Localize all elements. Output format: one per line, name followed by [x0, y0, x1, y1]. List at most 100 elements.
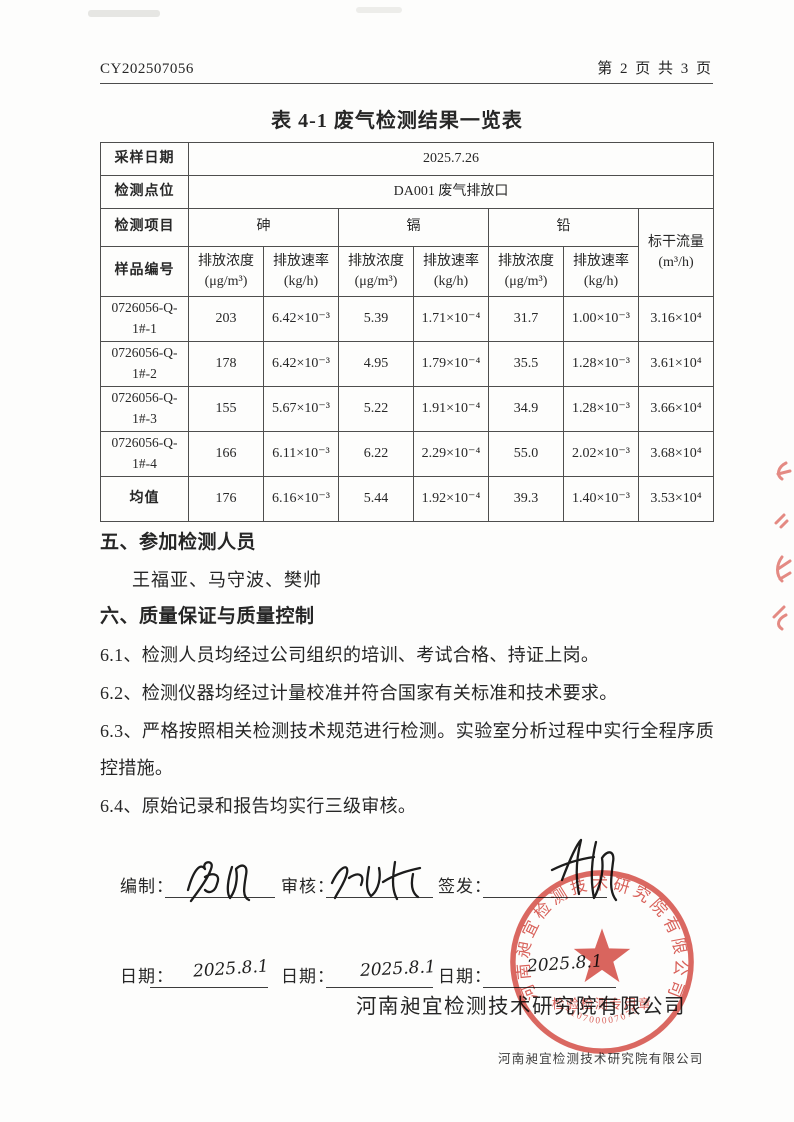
value-cell: 6.11×10⁻³	[263, 431, 339, 477]
seal-banner-text: 检验检测专用章	[552, 997, 652, 1012]
reviewer-label: 审核：	[281, 877, 335, 896]
results-table-wrap: 采样日期 2025.7.26 检测点位 DA001 废气排放口 检测项目 砷 镉…	[100, 142, 715, 522]
value-cell: 1.28×10⁻³	[563, 386, 639, 432]
table-row: 0726056-Q-1#-2 178 6.42×10⁻³ 4.95 1.79×1…	[100, 341, 715, 387]
company-seal-stamp: 河南昶宜检测技术研究院有限公司 检验检测专用章 410700007075	[510, 870, 694, 1054]
section-5-heading: 五、参加检测人员	[100, 532, 257, 553]
personnel-names: 王福亚、马守波、樊帅	[132, 570, 322, 590]
company-name-printed: 河南昶宜检测技术研究院有限公司	[356, 996, 686, 1018]
sample-id-cell: 0726056-Q-1#-4	[100, 431, 189, 477]
value-cell: 3.16×10⁴	[637, 296, 715, 342]
value-cell: 39.3	[488, 476, 564, 522]
value-cell: 6.42×10⁻³	[263, 341, 339, 387]
conc-header: 排放浓度 (μg/m³)	[188, 246, 264, 297]
param-arsenic: 砷	[188, 208, 339, 247]
reviewer-signature-line	[326, 897, 433, 898]
value-cell: 5.44	[338, 476, 414, 522]
value-cell: 4.95	[338, 341, 414, 387]
value-cell: 6.16×10⁻³	[263, 476, 339, 522]
value-cell: 176	[188, 476, 264, 522]
qc-item-4: 6.4、原始记录和报告均实行三级审核。	[100, 796, 417, 816]
value-cell: 3.68×10⁴	[637, 431, 715, 477]
page-number: 第 2 页 共 3 页	[597, 61, 713, 77]
sampling-date-value: 2025.7.26	[187, 142, 715, 176]
section-6-heading: 六、质量保证与质量控制	[100, 606, 315, 627]
results-table: 采样日期 2025.7.26 检测点位 DA001 废气排放口 检测项目 砷 镉…	[100, 142, 715, 522]
value-cell: 3.66×10⁴	[637, 386, 715, 432]
value-cell: 35.5	[488, 341, 564, 387]
value-cell: 203	[188, 296, 264, 342]
mean-label-cell: 均值	[100, 476, 189, 522]
sample-id-cell: 0726056-Q-1#-3	[100, 386, 189, 432]
sample-id-cell: 0726056-Q-1#-1	[100, 296, 189, 342]
value-cell: 2.29×10⁻⁴	[413, 431, 489, 477]
reviewer-signature-handwriting	[330, 860, 422, 901]
issuer-label: 签发：	[438, 877, 492, 896]
value-cell: 166	[188, 431, 264, 477]
scan-smudge	[88, 10, 160, 17]
point-value: DA001 废气排放口	[187, 175, 715, 209]
scan-smudge	[356, 7, 402, 13]
maker-label: 编制：	[120, 877, 174, 896]
value-cell: 1.71×10⁻⁴	[413, 296, 489, 342]
value-cell: 155	[188, 386, 264, 432]
conc-header: 排放浓度 (μg/m³)	[488, 246, 564, 297]
seal-star-icon	[573, 928, 631, 983]
table-row: 0726056-Q-1#-4 166 6.11×10⁻³ 6.22 2.29×1…	[100, 431, 715, 477]
rate-header: 排放速率 (kg/h)	[563, 246, 639, 297]
value-cell: 5.67×10⁻³	[263, 386, 339, 432]
maker-date-handwritten: 2025.8.1	[192, 956, 270, 982]
body-sections: 五、参加检测人员 王福亚、马守波、樊帅 六、质量保证与质量控制 6.1、检测人员…	[100, 524, 714, 826]
item-label: 检测项目	[100, 208, 189, 247]
maker-signature-line	[165, 897, 275, 898]
point-label: 检测点位	[100, 175, 189, 209]
date-label-1: 日期：	[120, 967, 174, 986]
flow-unit: (m³/h)	[658, 254, 694, 270]
conc-header: 排放浓度 (μg/m³)	[338, 246, 414, 297]
value-cell: 1.40×10⁻³	[563, 476, 639, 522]
value-cell: 3.61×10⁴	[637, 341, 715, 387]
value-cell: 5.22	[338, 386, 414, 432]
sampling-date-label: 采样日期	[100, 142, 189, 176]
param-lead: 铅	[488, 208, 639, 247]
date-label-2: 日期：	[281, 967, 335, 986]
flow-label: 标干流量	[648, 234, 705, 250]
value-cell: 6.22	[338, 431, 414, 477]
param-cadmium: 镉	[338, 208, 489, 247]
value-cell: 6.42×10⁻³	[263, 296, 339, 342]
flow-header: 标干流量 (m³/h)	[637, 208, 715, 297]
value-cell: 3.53×10⁴	[637, 476, 715, 522]
date-line-3	[483, 987, 616, 988]
qc-item-1: 6.1、检测人员均经过公司组织的培训、考试合格、持证上岗。	[100, 645, 600, 665]
issuer-signature-line	[483, 897, 607, 898]
value-cell: 1.28×10⁻³	[563, 341, 639, 387]
value-cell: 2.02×10⁻³	[563, 431, 639, 477]
table-row: 0726056-Q-1#-1 203 6.42×10⁻³ 5.39 1.71×1…	[100, 296, 715, 342]
table-row: 0726056-Q-1#-3 155 5.67×10⁻³ 5.22 1.91×1…	[100, 386, 715, 432]
table-title: 表 4-1 废气检测结果一览表	[271, 110, 523, 132]
value-cell: 1.92×10⁻⁴	[413, 476, 489, 522]
qc-item-2: 6.2、检测仪器均经过计量校准并符合国家有关标准和技术要求。	[100, 683, 618, 703]
date-label-3: 日期：	[438, 967, 492, 986]
date-line-1	[150, 987, 268, 988]
value-cell: 1.00×10⁻³	[563, 296, 639, 342]
date-line-2	[326, 987, 433, 988]
value-cell: 55.0	[488, 431, 564, 477]
sample-id-label: 样品编号	[100, 246, 189, 297]
value-cell: 5.39	[338, 296, 414, 342]
value-cell: 34.9	[488, 386, 564, 432]
maker-signature-handwriting	[186, 861, 251, 903]
qc-item-3: 6.3、严格按照相关检测技术规范进行检测。实验室分析过程中实行全程序质控措施。	[100, 721, 714, 778]
value-cell: 1.91×10⁻⁴	[413, 386, 489, 432]
reviewer-date-handwritten: 2025.8.1	[359, 957, 437, 981]
rate-header: 排放速率 (kg/h)	[413, 246, 489, 297]
sample-id-cell: 0726056-Q-1#-2	[100, 341, 189, 387]
page-header: CY202507056 第 2 页 共 3 页	[100, 57, 713, 84]
value-cell: 31.7	[488, 296, 564, 342]
seal-ring	[510, 870, 694, 1054]
report-number: CY202507056	[100, 61, 194, 77]
value-cell: 1.79×10⁻⁴	[413, 341, 489, 387]
footer-company-name: 河南昶宜检测技术研究院有限公司	[498, 1052, 704, 1066]
table-row-mean: 均值 176 6.16×10⁻³ 5.44 1.92×10⁻⁴ 39.3 1.4…	[100, 476, 715, 522]
